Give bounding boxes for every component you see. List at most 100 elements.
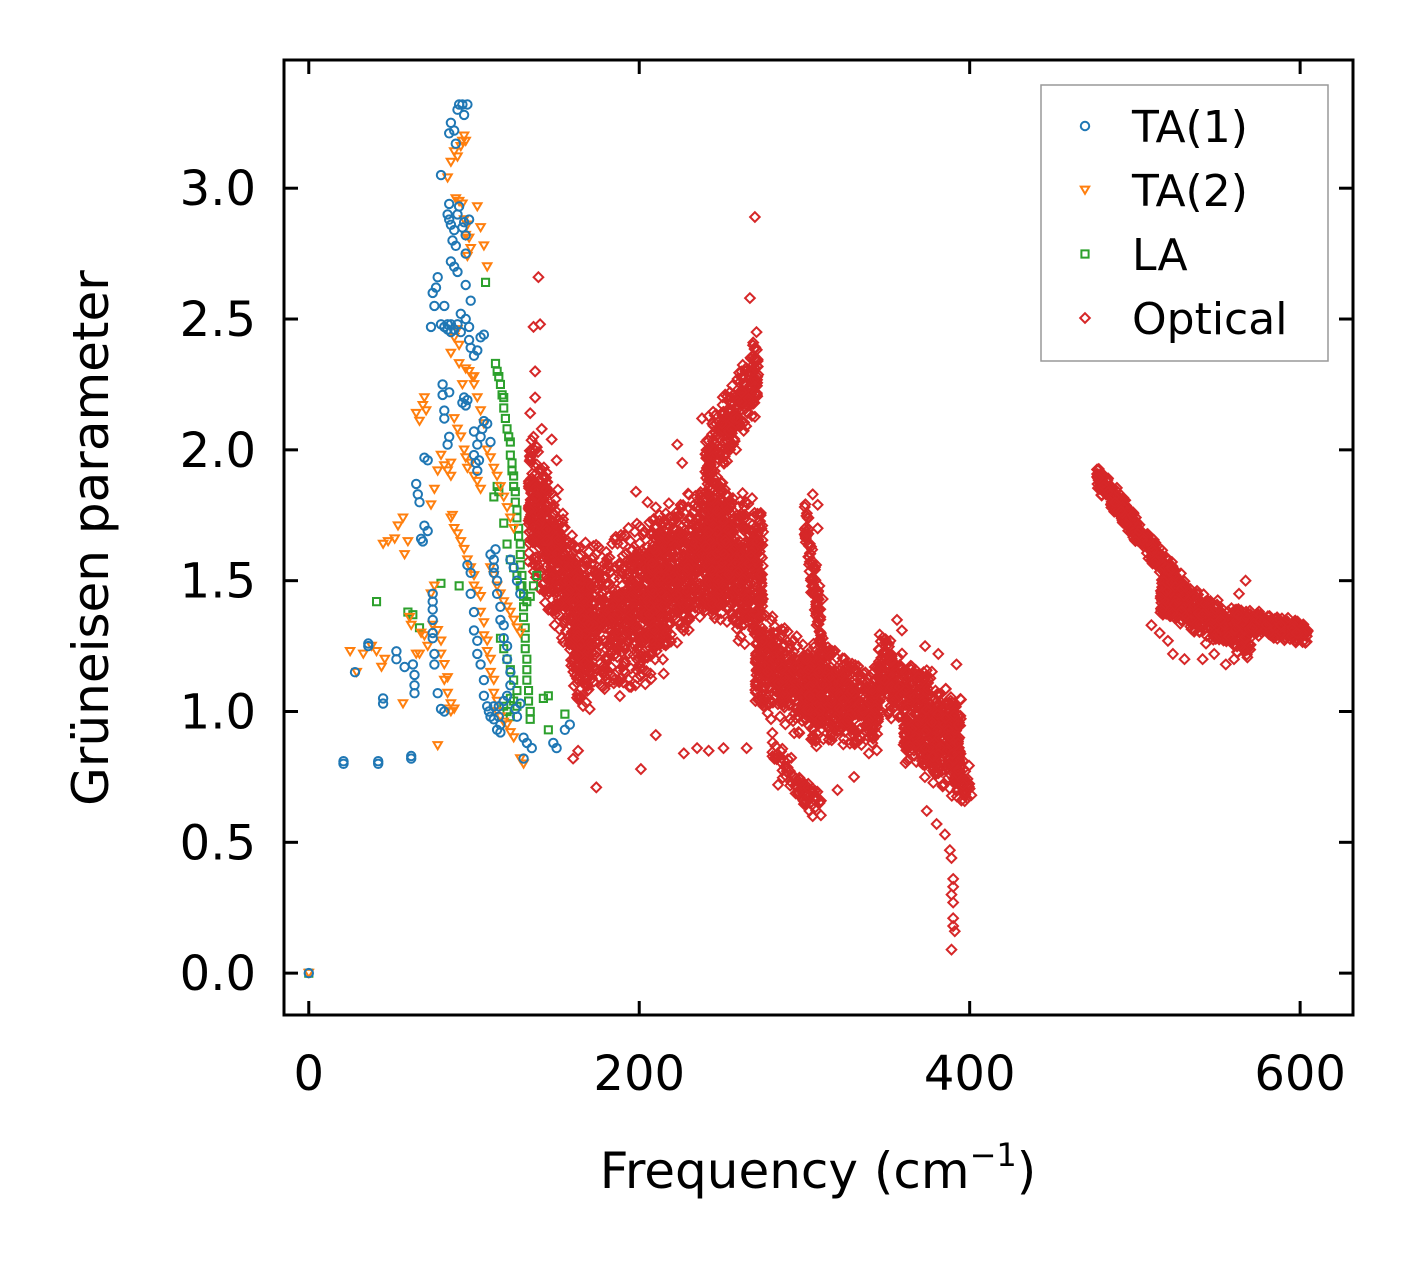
point-optical xyxy=(811,785,824,799)
point-optical xyxy=(900,715,913,728)
point-optical xyxy=(730,412,744,425)
point-optical xyxy=(804,574,818,587)
point-optical xyxy=(899,665,912,679)
point-optical xyxy=(798,652,812,666)
point-optical xyxy=(807,672,820,685)
point-optical xyxy=(954,693,968,706)
point-optical xyxy=(646,561,659,575)
point-optical xyxy=(606,597,620,611)
point-optical xyxy=(731,395,744,408)
point-optical xyxy=(725,396,738,410)
point-optical xyxy=(952,718,965,732)
point-optical xyxy=(919,697,933,711)
point-optical xyxy=(756,525,770,539)
point-optical xyxy=(735,403,748,416)
point-optical xyxy=(699,577,713,590)
point-optical xyxy=(607,628,621,642)
point-optical xyxy=(603,565,616,579)
point-optical xyxy=(639,677,652,691)
point-optical xyxy=(658,599,672,613)
point-optical xyxy=(681,487,695,500)
point-optical xyxy=(941,771,955,785)
point-optical xyxy=(958,794,971,808)
point-optical xyxy=(629,679,642,692)
point-optical xyxy=(786,700,800,713)
point-optical xyxy=(777,624,790,638)
point-optical xyxy=(749,520,762,534)
point-optical xyxy=(721,503,735,517)
point-optical xyxy=(784,751,798,765)
point-optical xyxy=(710,525,724,538)
point-optical xyxy=(790,639,804,653)
point-optical xyxy=(529,535,543,548)
point-optical xyxy=(739,495,752,509)
point-optical xyxy=(827,723,841,736)
point-optical xyxy=(540,466,553,479)
point-optical xyxy=(664,546,678,559)
point-optical xyxy=(570,639,584,653)
point-optical xyxy=(735,584,749,598)
point-optical xyxy=(566,547,579,560)
point-optical xyxy=(893,680,906,693)
point-optical xyxy=(736,573,750,586)
point-optical xyxy=(705,549,718,563)
point-optical xyxy=(552,563,566,576)
point-optical xyxy=(586,619,599,633)
point-optical xyxy=(927,776,940,789)
point-optical xyxy=(556,513,570,526)
point-optical xyxy=(766,610,779,623)
point-optical xyxy=(919,724,933,738)
point-optical xyxy=(551,556,565,570)
point-optical xyxy=(541,588,554,602)
point-optical xyxy=(863,669,876,683)
point-optical xyxy=(916,673,929,687)
point-optical xyxy=(884,655,898,669)
point-optical xyxy=(699,539,712,553)
point-optical xyxy=(653,575,666,588)
point-optical xyxy=(542,544,555,557)
point-optical xyxy=(764,656,777,670)
point-optical xyxy=(878,673,892,687)
point-optical xyxy=(616,600,630,613)
point-optical xyxy=(810,607,823,620)
point-optical xyxy=(596,613,609,627)
plot-area xyxy=(302,99,1314,979)
point-optical xyxy=(910,698,924,712)
point-optical xyxy=(720,389,734,403)
point-optical xyxy=(717,442,731,456)
point-optical xyxy=(769,689,782,703)
point-optical xyxy=(582,618,595,632)
point-optical xyxy=(767,626,780,639)
point-optical xyxy=(665,529,678,542)
point-optical xyxy=(837,738,850,751)
point-optical xyxy=(749,622,763,635)
point-optical xyxy=(887,695,900,708)
point-optical xyxy=(761,665,774,678)
point-optical xyxy=(622,521,635,535)
point-optical xyxy=(629,618,642,631)
point-optical xyxy=(618,630,632,644)
point-optical xyxy=(742,392,755,406)
point-optical xyxy=(927,692,941,706)
point-optical xyxy=(711,573,725,586)
point-optical xyxy=(582,637,596,651)
point-optical xyxy=(884,699,897,713)
point-optical xyxy=(905,722,918,736)
point-optical xyxy=(747,373,761,386)
point-optical xyxy=(613,689,627,703)
point-optical xyxy=(813,636,826,650)
point-optical xyxy=(801,703,814,716)
point-optical xyxy=(948,709,961,722)
point-optical xyxy=(755,568,769,581)
point-optical xyxy=(870,743,884,757)
point-optical xyxy=(656,561,669,574)
point-optical xyxy=(663,608,677,621)
point-optical xyxy=(939,712,952,725)
point-optical xyxy=(744,549,758,563)
point-optical xyxy=(731,372,744,386)
point-optical xyxy=(602,578,616,591)
point-optical xyxy=(572,649,586,662)
point-optical xyxy=(925,689,939,703)
point-optical xyxy=(844,708,858,721)
point-optical xyxy=(603,675,616,688)
